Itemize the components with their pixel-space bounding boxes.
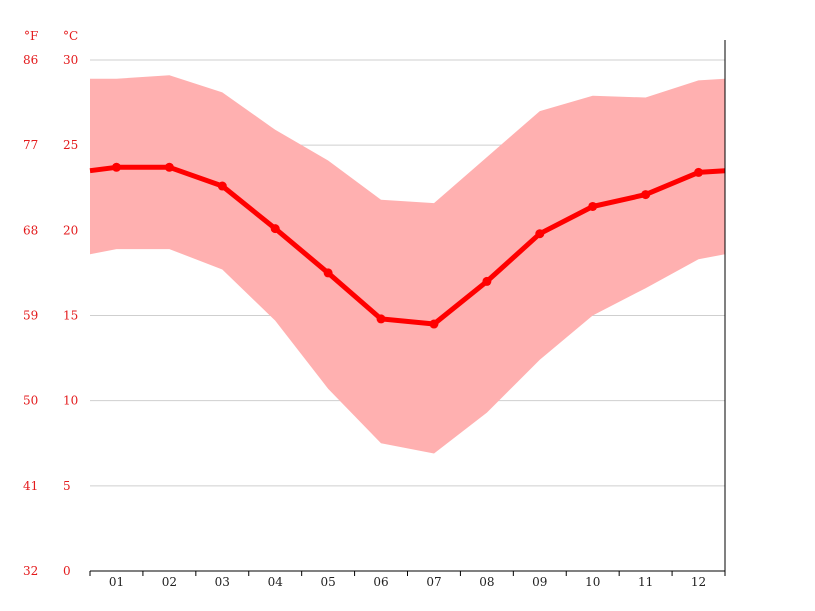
mean-temperature-point [535, 229, 545, 239]
y-tick-label-celsius: 10 [63, 394, 78, 408]
x-tick-label: 08 [479, 575, 494, 589]
y-tick-label-fahrenheit: 68 [23, 223, 38, 237]
x-tick-label: 04 [268, 575, 284, 589]
mean-temperature-point [376, 314, 386, 324]
x-tick-label: 03 [215, 575, 230, 589]
y-tick-label-fahrenheit: 86 [23, 53, 38, 67]
mean-temperature-point [111, 162, 121, 172]
x-tick-label: 09 [532, 575, 547, 589]
x-tick-label: 10 [585, 575, 600, 589]
x-tick-label: 05 [320, 575, 335, 589]
x-tick-label: 06 [373, 575, 388, 589]
min-max-range-area [90, 75, 725, 454]
mean-temperature-point [588, 201, 598, 211]
y-tick-label-celsius: 20 [63, 223, 78, 237]
celsius-unit-label: °C [63, 29, 78, 43]
mean-temperature-point [482, 276, 492, 286]
fahrenheit-unit-label: °F [24, 29, 38, 43]
mean-temperature-point [429, 319, 439, 329]
temperature-range-band [90, 75, 725, 454]
mean-temperature-point [641, 190, 651, 200]
y-tick-label-fahrenheit: 32 [23, 564, 38, 578]
y-tick-label-fahrenheit: 50 [23, 394, 38, 408]
x-tick-label: 01 [109, 575, 124, 589]
y-tick-label-celsius: 15 [63, 309, 78, 323]
mean-temperature-line [89, 164, 726, 327]
y-tick-label-fahrenheit: 59 [23, 309, 38, 323]
x-tick-label: 07 [426, 575, 441, 589]
axes: °F °C 86 30 77 25 68 20 59 15 50 10 41 5 32 0 01 02 03 04… [23, 29, 726, 589]
mean-temperature-point [270, 224, 280, 234]
y-tick-label-celsius: 25 [63, 138, 78, 152]
mean-temperature-point [164, 162, 174, 172]
x-tick-label: 11 [638, 575, 653, 589]
mean-temperature-point [694, 167, 704, 177]
x-tick-label: 02 [162, 575, 177, 589]
mean-temperature-point [323, 268, 333, 278]
y-tick-label-celsius: 5 [63, 479, 71, 493]
mean-temperature-series [89, 162, 726, 329]
y-tick-label-fahrenheit: 41 [23, 479, 38, 493]
y-tick-label-celsius: 30 [63, 53, 78, 67]
y-tick-label-fahrenheit: 77 [23, 138, 38, 152]
x-tick-label: 12 [691, 575, 706, 589]
mean-temperature-point [217, 181, 227, 191]
y-tick-label-celsius: 0 [63, 564, 71, 578]
